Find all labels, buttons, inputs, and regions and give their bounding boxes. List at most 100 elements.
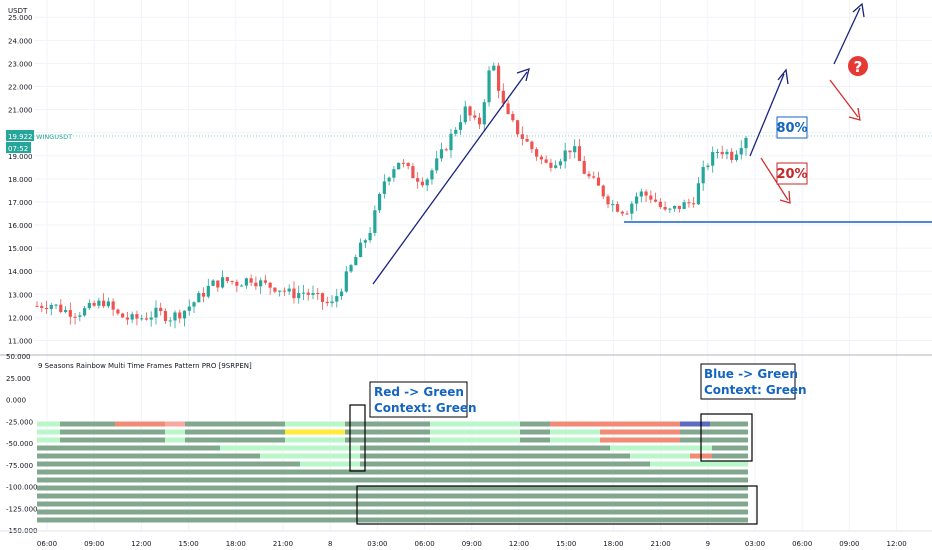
price-tick-label: 15.000: [8, 245, 33, 253]
candle-body: [382, 181, 386, 194]
candle-body: [230, 281, 234, 283]
future-arrow-up: [833, 2, 865, 65]
indicator-segment: [360, 453, 630, 459]
time-tick-label: 8: [328, 540, 332, 548]
indicator-segment: [285, 429, 345, 435]
candle-body: [682, 202, 686, 209]
time-tick-label: 09:00: [839, 540, 859, 548]
future-arrow-down: [829, 79, 861, 121]
candle-body: [706, 165, 710, 168]
time-tick-label: 12:00: [887, 540, 907, 548]
indicator-segment: [600, 429, 680, 435]
candle-body: [44, 307, 49, 310]
probability-up-label: 80%: [776, 116, 808, 139]
indicator-segment: [345, 429, 430, 435]
candle-body: [692, 203, 696, 205]
indicator-segment: [710, 421, 748, 427]
candle-body: [273, 287, 277, 292]
candle-body: [235, 281, 239, 286]
svg-text:Context: Green: Context: Green: [374, 401, 477, 415]
candle-body: [649, 195, 653, 200]
indicator-tick-label: -50.000: [6, 440, 33, 448]
candle-body: [368, 232, 372, 241]
probability-down-label: 20%: [776, 162, 808, 185]
indicator-segment: [60, 429, 115, 435]
indicator-segment: [37, 493, 748, 499]
indicator-segment: [710, 437, 748, 443]
candle-body: [449, 133, 453, 151]
candle-body: [206, 285, 210, 297]
indicator-tick-label: 25.000: [6, 375, 31, 383]
candle-body: [358, 242, 363, 258]
candle-body: [387, 177, 391, 182]
candle-body: [82, 308, 87, 316]
candle-body: [197, 293, 201, 303]
candle-body: [244, 278, 248, 286]
indicator-segment: [360, 461, 650, 467]
time-tick-label: 09:00: [462, 540, 482, 548]
candle-body: [259, 280, 263, 287]
svg-text:?: ?: [854, 58, 863, 76]
candle-body: [506, 103, 510, 114]
candle-body: [159, 307, 163, 312]
candle-body: [477, 117, 482, 125]
indicator-segment: [430, 429, 520, 435]
indicator-segment: [260, 453, 360, 459]
candle-body: [401, 162, 405, 164]
indicator-segment: [60, 421, 115, 427]
candle-body: [711, 152, 715, 166]
candle-body: [420, 181, 425, 186]
candle-body: [406, 162, 410, 167]
callout-blue-green: Blue -> Green Context: Green: [700, 363, 807, 400]
candle-body: [725, 151, 729, 155]
candle-body: [78, 315, 82, 317]
candle-body: [49, 305, 53, 310]
indicator-segment: [430, 437, 520, 443]
candle-body: [140, 318, 144, 320]
candle-body: [111, 301, 115, 310]
candle-body: [282, 290, 287, 292]
candle-body: [92, 302, 96, 306]
candle-body: [268, 282, 272, 288]
candle-body: [344, 271, 348, 292]
time-tick-label: 18:00: [603, 540, 623, 548]
time-tick-label: 06:00: [37, 540, 57, 548]
candle-body: [734, 154, 739, 161]
indicator-segment: [37, 453, 260, 459]
candle-body: [287, 288, 291, 292]
candle-body: [339, 291, 344, 297]
candle-body: [454, 129, 458, 134]
indicator-segment: [165, 437, 185, 443]
candle-body: [97, 300, 101, 306]
projection-arrow-up: [749, 68, 789, 157]
candle-body: [278, 290, 282, 292]
time-tick-label: 12:00: [509, 540, 529, 548]
candle-body: [435, 158, 439, 171]
highlight-box-red-green: [349, 404, 366, 472]
candle-body: [668, 208, 672, 210]
callout-red-green: Red -> Green Context: Green: [369, 381, 477, 418]
candle-body: [173, 312, 177, 321]
candle-body: [687, 202, 691, 204]
indicator-segment: [37, 437, 60, 443]
candle-body: [673, 205, 677, 209]
candle-body: [240, 285, 244, 287]
indicator-segment: [360, 445, 610, 451]
indicator-segment: [165, 429, 185, 435]
svg-text:80%: 80%: [776, 121, 807, 136]
highlight-box-blue-green: [700, 413, 753, 462]
candle-body: [463, 106, 467, 123]
question-icon: ?: [848, 56, 868, 76]
indicator-segment: [37, 421, 60, 427]
indicator-tick-label: -75.000: [6, 462, 33, 470]
candle-body: [658, 201, 662, 208]
candle-body: [211, 280, 215, 286]
indicator-segment: [345, 421, 430, 427]
candle-body: [149, 317, 153, 320]
candle-body: [416, 178, 420, 182]
indicator-segment: [37, 485, 748, 491]
candle-body: [292, 288, 296, 299]
indicator-segment: [690, 461, 712, 467]
indicator-segment: [185, 421, 285, 427]
